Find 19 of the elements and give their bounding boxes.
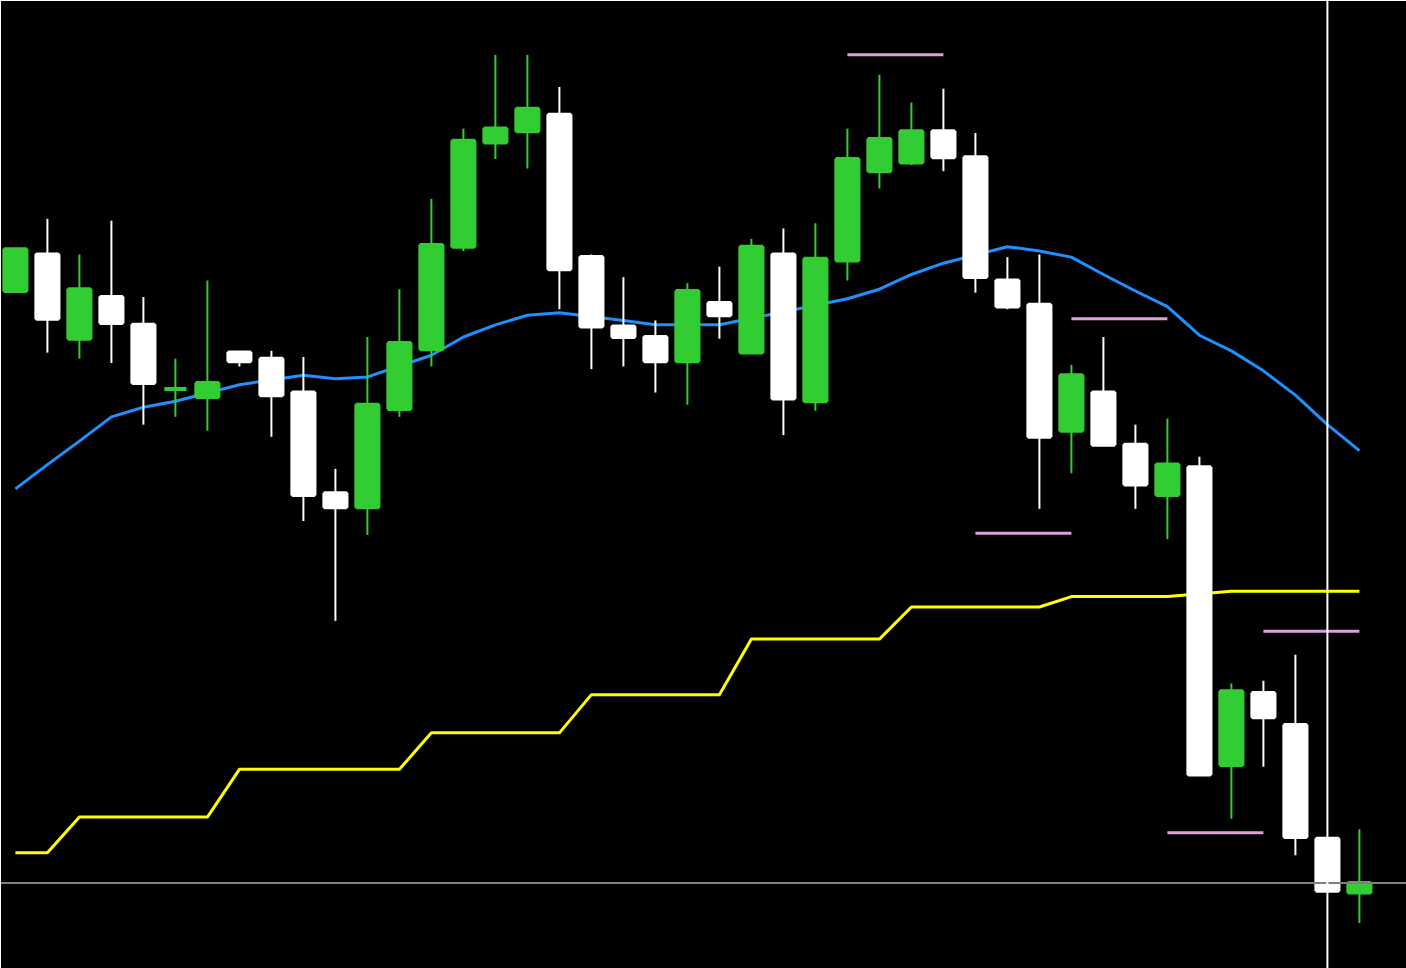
candlestick [898,101,925,167]
candlestick [610,276,637,368]
candlestick [322,467,349,622]
candlestick [866,73,893,190]
candlestick [1346,828,1373,924]
candlestick [482,53,509,161]
candlestick [514,53,541,170]
candlestick [1250,679,1277,768]
candlestick [642,319,669,394]
candlestick [706,265,733,340]
candlestick [1122,423,1149,510]
candlestick [194,279,221,432]
candlestick [930,87,957,173]
candlestick [98,219,125,365]
candlestick [994,256,1021,311]
candlestick [162,357,189,418]
candlestick [2,247,29,293]
candlestick [1154,417,1181,541]
candlestick [258,349,285,438]
